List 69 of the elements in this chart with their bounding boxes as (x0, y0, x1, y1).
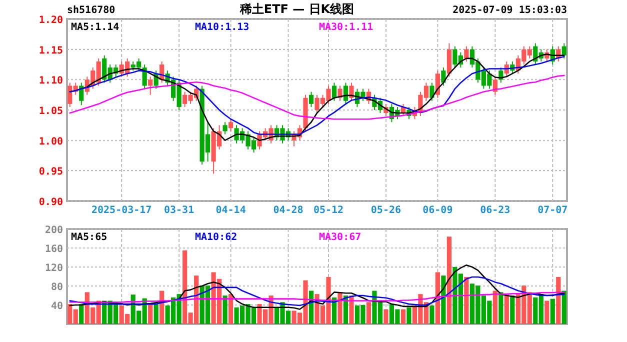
x-tick-label: 04-14 (216, 205, 246, 216)
bar (544, 300, 550, 324)
y-tick-label: 1.10 (38, 76, 63, 87)
text: 2025-07-09 15:03:03 (452, 5, 567, 16)
bar (79, 304, 84, 324)
bar (562, 290, 566, 324)
candlestick (562, 42, 566, 59)
x-tick-label: 05-26 (370, 205, 402, 216)
bar (498, 292, 504, 324)
x-tick-label: 2025-03-17 (91, 205, 152, 216)
bar (349, 296, 354, 324)
text: MA10:62 (195, 232, 238, 243)
bar (406, 307, 412, 324)
line-series (69, 264, 565, 310)
line-series (69, 292, 565, 303)
candlestick (148, 76, 153, 96)
y-tick-label: 1.05 (38, 106, 63, 117)
y-tick-label: 80 (50, 282, 63, 293)
y-tick-label: 0.90 (38, 197, 63, 208)
text: MA5:65 (71, 232, 108, 243)
y-tick-label: 40 (50, 301, 63, 312)
bar (556, 276, 561, 324)
text: MA30:1.11 (319, 22, 374, 33)
bar (435, 272, 440, 324)
y-tick-label: 1.15 (38, 45, 63, 56)
y-tick-label: 120 (44, 263, 63, 274)
candlestick (228, 118, 234, 132)
bar (148, 304, 153, 324)
bar (550, 298, 555, 324)
chart-title: 稀土ETF — 日K线图 (238, 2, 354, 16)
candlestick (79, 82, 84, 106)
candlestick (492, 76, 498, 96)
bar (338, 292, 342, 324)
bar (384, 309, 388, 324)
candlestick (349, 82, 354, 102)
bar (400, 309, 406, 324)
y-tick-label: 1.20 (38, 15, 63, 26)
y-tick-label: 200 (44, 225, 63, 236)
bar (504, 294, 509, 324)
bar (464, 276, 469, 324)
line-series (69, 276, 565, 306)
text: MA30:67 (319, 232, 362, 243)
bar (154, 304, 158, 324)
x-tick-label: 06-09 (422, 205, 453, 216)
x-tick-label: 03-31 (164, 205, 194, 216)
bar (430, 305, 434, 324)
candlestick (308, 91, 314, 108)
candlestick (430, 82, 434, 102)
candlestick (332, 82, 337, 102)
bar (366, 302, 372, 324)
y-tick-label: 1.00 (38, 136, 63, 148)
x-tick-label: 07-07 (538, 205, 568, 216)
candlestick (222, 122, 228, 135)
bar (446, 236, 452, 324)
bar (492, 290, 498, 324)
y-tick-label: 0.95 (38, 166, 63, 178)
candlestick (464, 46, 469, 62)
line-series (69, 74, 565, 120)
x-tick-label: 05-12 (313, 205, 344, 216)
x-tick-label: 06-23 (480, 205, 510, 216)
bar (228, 294, 234, 324)
candlestick (343, 82, 348, 104)
text: sh516780 (67, 5, 116, 16)
text: MA5:1.14 (71, 22, 120, 33)
y-tick-label: 160 (44, 244, 63, 255)
bar (510, 296, 515, 324)
text: MA10:1.13 (195, 22, 250, 33)
bar (222, 296, 228, 324)
x-tick-label: 04-28 (273, 205, 304, 216)
